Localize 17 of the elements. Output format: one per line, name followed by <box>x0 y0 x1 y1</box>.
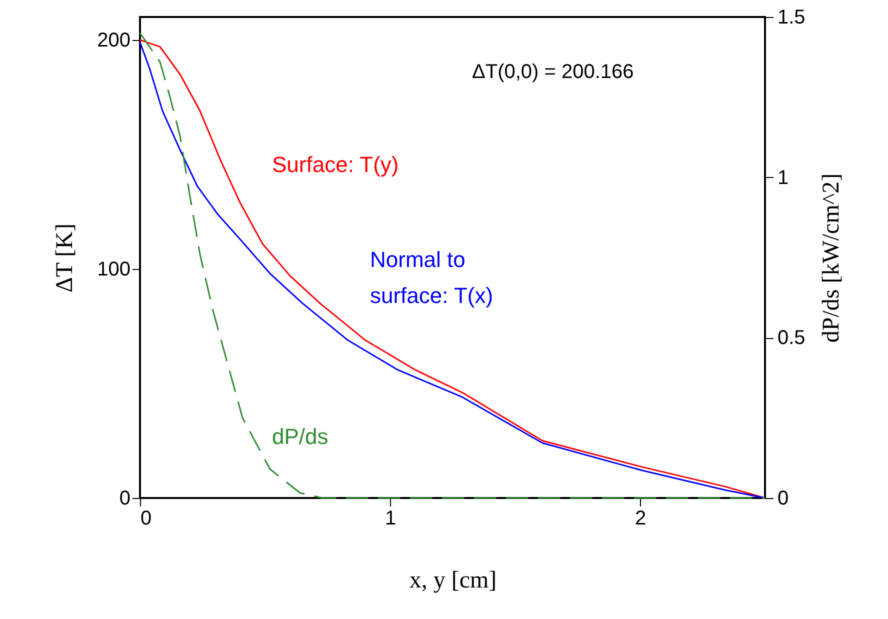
y2-tick-label: 1.5 <box>778 6 806 28</box>
annotation: ΔT(0,0) = 200.166 <box>472 61 634 83</box>
y-tick-label: 0 <box>119 488 130 510</box>
y-axis-title: ΔT [K] <box>52 224 78 292</box>
x-tick-label: 2 <box>634 508 646 530</box>
y2-axis-title: dP/ds [kW/cm^2] <box>818 173 844 343</box>
series-label: Normal to surface: T(x) <box>370 247 494 308</box>
x-tick-label: 0 <box>140 508 152 530</box>
y-tick-label: 100 <box>97 258 130 280</box>
y2-tick-label: 1 <box>778 166 789 189</box>
series-label: Surface: T(y) <box>272 152 399 177</box>
series-label: dP/ds <box>272 424 328 449</box>
y2-tick-label: 0 <box>778 488 789 510</box>
y2-tick-label: 0.5 <box>778 327 806 350</box>
x-axis-title: x, y [cm] <box>409 568 497 594</box>
y-tick-label: 200 <box>97 29 130 52</box>
x-tick-label: 1 <box>384 508 396 530</box>
